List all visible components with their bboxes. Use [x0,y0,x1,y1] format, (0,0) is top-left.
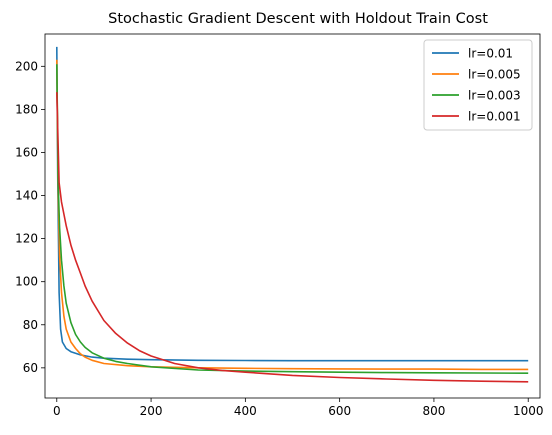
series-lines [56,46,529,383]
y-tick-label: 180 [15,102,38,116]
y-tick-label: 160 [15,145,38,159]
y-tick-label: 100 [15,275,38,289]
chart-title: Stochastic Gradient Descent with Holdout… [108,11,488,27]
x-tick-label: 800 [422,404,445,418]
legend-label: lr=0.005 [468,68,521,82]
legend: lr=0.01 lr=0.005 lr=0.003 lr=0.001 [423,39,533,131]
legend-label: lr=0.003 [468,89,521,103]
series-line-lr-0-003 [56,64,529,375]
x-tick-label: 200 [140,404,163,418]
legend-label: lr=0.01 [468,47,513,61]
y-tick-label: 120 [15,232,38,246]
x-tick-label: 400 [234,404,257,418]
plot-frame [44,33,541,399]
y-tick-label: 80 [23,318,38,332]
x-axis: 0 200 400 600 800 1000 [53,398,544,418]
legend-box [423,39,533,131]
x-tick-label: 600 [328,404,351,418]
x-tick-label: 1000 [513,404,544,418]
y-tick-label: 200 [15,59,38,73]
series-line-lr-0-005 [56,59,529,371]
legend-label: lr=0.001 [468,110,521,124]
y-tick-label: 60 [23,361,38,375]
y-tick-label: 140 [15,189,38,203]
series-line-lr-0-01 [56,46,529,362]
y-axis: 60 80 100 120 140 160 180 200 [15,59,45,375]
x-tick-label: 0 [53,404,61,418]
series-line-lr-0-001 [56,92,529,383]
